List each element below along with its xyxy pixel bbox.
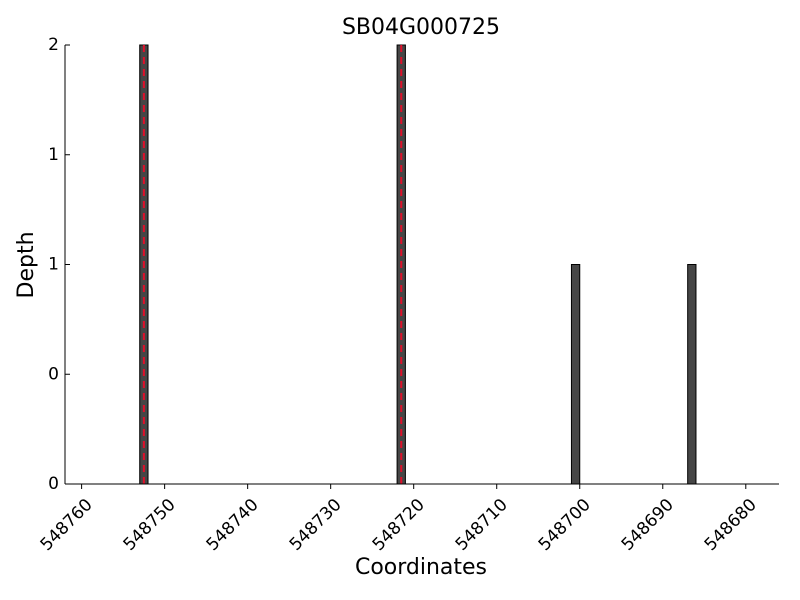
bar	[570, 264, 581, 485]
y-tick-label: 2	[48, 35, 59, 55]
chart-title: SB04G000725	[342, 15, 500, 40]
bar	[687, 264, 697, 485]
y-tick-label: 1	[48, 255, 59, 275]
x-axis-label: Coordinates	[355, 555, 487, 580]
y-axis-label: Depth	[14, 231, 39, 298]
y-tick-label: 0	[48, 364, 59, 384]
y-tick-label: 0	[48, 474, 59, 494]
y-tick-label: 1	[48, 145, 59, 165]
